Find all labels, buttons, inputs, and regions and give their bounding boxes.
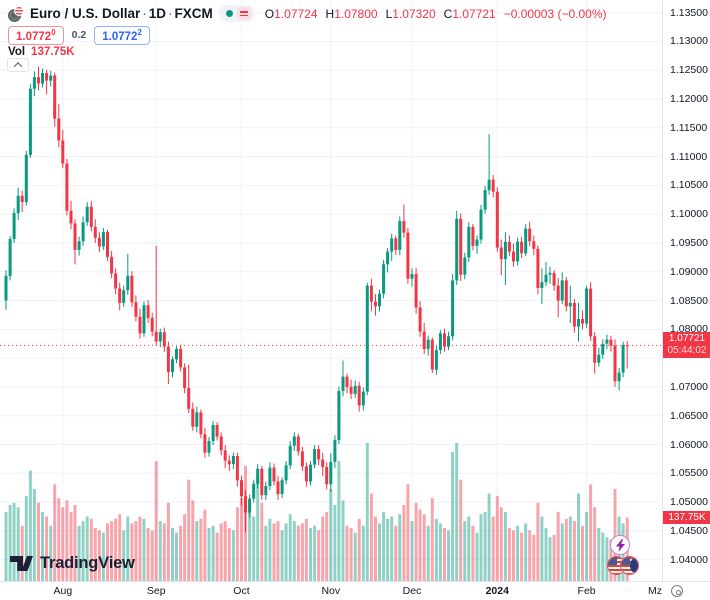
price-tick-label: 1.13500 <box>670 6 708 19</box>
price-tick-label: 1.06500 <box>670 409 708 422</box>
tradingview-wordmark: TradingView <box>40 554 135 572</box>
price-tick-label: 1.08000 <box>670 323 708 336</box>
volume-legend: Vol 137.75K <box>8 46 75 58</box>
time-tick-label: Nov <box>321 585 341 597</box>
market-open-dot-icon <box>225 10 233 17</box>
price-tick-label: 1.11000 <box>670 150 708 163</box>
us-flag-moon-icon <box>620 556 639 575</box>
price-tick-label: 1.08500 <box>670 294 708 307</box>
price-tick-label: 1.10500 <box>670 179 708 192</box>
price-tick-label: 1.04000 <box>670 553 708 566</box>
high-label: H <box>325 6 335 21</box>
price-chart-canvas[interactable] <box>0 0 662 581</box>
ohlc-values: O1.07724 H1.07800 L1.07320 C1.07721 −0.0… <box>265 7 607 21</box>
tradingview-logo-icon <box>10 556 33 571</box>
chevron-up-icon <box>13 62 23 71</box>
price-axis[interactable]: 1.07721 05:44:02 137.75K 1.13500 1.13000 1… <box>662 0 710 581</box>
time-tick-label: 2024 <box>485 585 509 597</box>
exchange-label: FXCM <box>174 6 213 21</box>
spread-value: 0.2 <box>71 29 87 42</box>
symbol-name: Euro / U.S. Dollar <box>30 6 141 21</box>
chart-pane[interactable]: Euro / U.S. Dollar · 1D · FXCM O1.07724 H1.0… <box>0 0 662 581</box>
lightning-reaction-icon[interactable] <box>610 535 630 555</box>
volume-axis-badge: 137.75K <box>663 510 710 524</box>
close-value: 1.07721 <box>452 6 496 21</box>
price-tick-label: 1.05000 <box>670 496 708 509</box>
time-tick-label: Dec <box>402 585 422 597</box>
open-label: O <box>264 6 275 21</box>
high-value: 1.07800 <box>334 6 378 21</box>
separator: · <box>142 6 147 21</box>
collapse-pane-button[interactable] <box>7 58 29 72</box>
price-tick-label: 1.12500 <box>670 64 708 77</box>
time-tick-label: Mz <box>648 585 662 597</box>
separator: · <box>168 6 173 21</box>
volume-label: Vol <box>8 46 26 58</box>
symbol-title[interactable]: Euro / U.S. Dollar · 1D · FXCM <box>30 6 213 21</box>
price-tick-label: 1.07000 <box>670 380 708 393</box>
price-tick-label: 1.12000 <box>670 93 708 106</box>
price-tick-label: 1.04500 <box>670 524 708 537</box>
flags-reaction-icon[interactable] <box>607 556 639 575</box>
sell-button[interactable]: 1.07720 <box>8 26 64 45</box>
time-axis[interactable]: Aug Sep Oct Nov Dec 2024 Feb Mz <box>0 581 710 600</box>
time-tick-label: Aug <box>53 585 73 597</box>
last-price-value: 1.07721 <box>668 333 706 345</box>
price-tick-label: 1.13000 <box>670 35 708 48</box>
price-tick-label: 1.09000 <box>670 265 708 278</box>
close-label: C <box>443 6 453 21</box>
interval-label[interactable]: 1D <box>148 6 167 21</box>
time-tick-label: Sep <box>146 585 166 597</box>
tradingview-watermark: TradingView <box>10 554 135 573</box>
low-value: 1.07320 <box>392 6 436 21</box>
axis-settings-icon[interactable] <box>671 585 683 597</box>
time-tick-label: Feb <box>577 585 596 597</box>
open-value: 1.07724 <box>274 6 318 21</box>
price-tick-label: 1.10000 <box>670 208 708 221</box>
delayed-data-icon <box>236 7 251 20</box>
bar-countdown: 05:44:02 <box>667 345 707 357</box>
last-price-badge: 1.07721 05:44:02 <box>663 332 710 359</box>
market-status-pill[interactable] <box>218 5 255 22</box>
change-value: −0.00003 (−0.00%) <box>503 6 607 21</box>
low-label: L <box>385 6 393 21</box>
price-tick-label: 1.09500 <box>670 236 708 249</box>
price-tick-label: 1.05500 <box>670 467 708 480</box>
buy-button[interactable]: 1.07722 <box>94 26 150 45</box>
eurusd-pair-logo-icon <box>8 5 24 22</box>
volume-value: 137.75K <box>31 46 75 58</box>
price-tick-label: 1.11500 <box>670 121 708 134</box>
chart-legend: Euro / U.S. Dollar · 1D · FXCM O1.07724 H1.0… <box>8 5 606 22</box>
time-tick-label: Oct <box>233 585 250 597</box>
bid-ask-row: 1.07720 0.2 1.07722 <box>8 26 150 45</box>
price-tick-label: 1.06000 <box>670 438 708 451</box>
